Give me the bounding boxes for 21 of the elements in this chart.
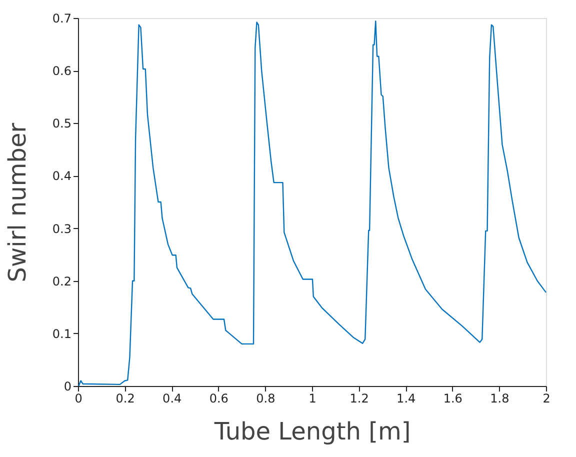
- y-tick-label: 0.2: [52, 274, 72, 288]
- x-tick-label: 1.4: [396, 392, 416, 406]
- y-tick-label: 0.1: [52, 326, 72, 341]
- x-tick-label: 0.4: [162, 392, 182, 406]
- y-axis-title: Swirl number: [3, 122, 32, 282]
- y-tick-label: 0.3: [52, 222, 72, 236]
- x-axis-title: Tube Length [m]: [213, 418, 411, 446]
- y-tick-label: 0.6: [52, 64, 72, 78]
- x-tick-label: 0.8: [256, 392, 276, 406]
- x-tick-label: 1.6: [443, 392, 462, 406]
- x-tick-label: 0.6: [209, 392, 228, 406]
- y-tick-label: 0.4: [52, 169, 72, 184]
- x-tick-label: 1.8: [490, 392, 510, 406]
- x-tick-label: 0.2: [116, 392, 135, 406]
- x-tick-label: 0: [74, 392, 82, 406]
- x-tick-label: 1.2: [350, 392, 369, 406]
- x-tick-label: 2: [542, 392, 550, 406]
- x-tick-label: 1: [308, 392, 316, 406]
- y-tick-label: 0.7: [52, 12, 72, 26]
- y-tick-label: 0: [64, 380, 72, 394]
- y-tick-label: 0.5: [52, 116, 72, 131]
